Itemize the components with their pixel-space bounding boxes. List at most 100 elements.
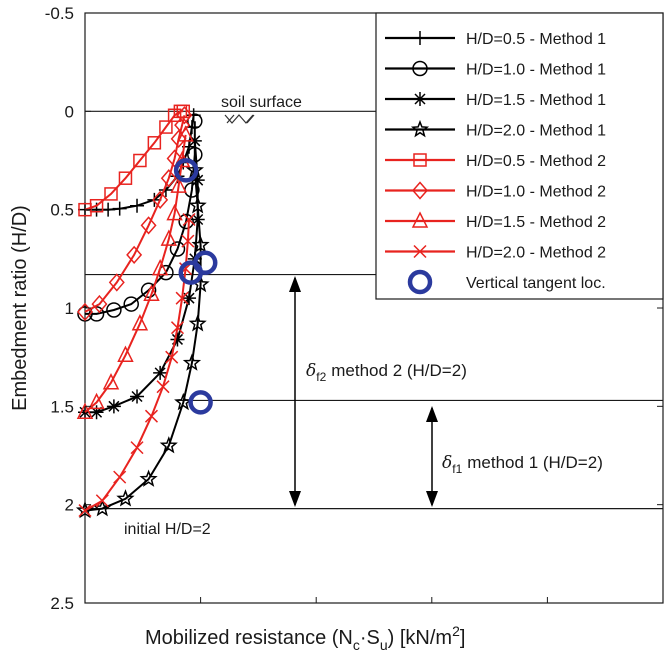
x-axis-ticks [84, 597, 664, 603]
legend-label: H/D=1.5 - Method 1 [466, 92, 606, 109]
delta-f2-arrowhead-top [289, 276, 301, 292]
data-point [143, 284, 160, 301]
legend-marker [412, 60, 428, 77]
legend-marker [411, 211, 429, 228]
data-point [117, 345, 134, 362]
legend-item: H/D=1.5 - Method 1 [385, 92, 606, 109]
data-point [151, 258, 169, 276]
soil-surface-symbol [224, 114, 255, 124]
legend-label: H/D=1.0 - Method 2 [466, 184, 606, 201]
legend-marker [413, 153, 427, 167]
y-tick-label: 0.5 [50, 201, 74, 220]
legend-item: H/D=1.0 - Method 2 [385, 181, 606, 201]
data-point [170, 176, 187, 193]
delta-f1-symbol: δ [442, 453, 452, 473]
data-point [182, 291, 197, 306]
delta-f1-subscript: f1 [452, 462, 462, 476]
data-point [159, 436, 178, 454]
data-point [175, 291, 189, 305]
vertical-tangent-point [192, 250, 218, 276]
data-point [78, 504, 92, 518]
data-point [178, 213, 194, 230]
data-point [113, 470, 127, 484]
x-axis-label: Mobilized resistance (Nc·Su) [kN/m2] [145, 623, 465, 653]
data-point [88, 392, 105, 410]
data-point [191, 235, 210, 253]
data-point [139, 469, 158, 487]
delta-f2-text: method 2 (H/D=2) [331, 361, 467, 380]
data-point [76, 402, 94, 419]
data-point [106, 399, 121, 414]
legend-marker [413, 31, 427, 45]
y-tick-label: 1 [65, 299, 74, 318]
data-point [102, 373, 120, 390]
data-point [106, 302, 122, 318]
legend-box [375, 12, 664, 300]
data-point [159, 120, 173, 134]
data-point [165, 350, 179, 364]
data-point [130, 389, 145, 404]
data-point [118, 171, 133, 185]
legend-label: H/D=0.5 - Method 2 [466, 153, 606, 170]
vertical-tangent-point [173, 158, 199, 183]
y-tick-label: 1.5 [50, 397, 74, 416]
data-point [147, 136, 162, 150]
series-7 [76, 125, 194, 419]
x-axis-label-dot: ·S [360, 627, 380, 649]
dimension-arrows [289, 276, 438, 507]
legend-item: H/D=1.5 - Method 2 [385, 211, 606, 231]
legend-item: H/D=2.0 - Method 2 [385, 245, 606, 262]
y-tick-label: 2.5 [50, 594, 74, 613]
legend-item: H/D=1.0 - Method 1 [385, 60, 606, 79]
data-point [166, 203, 183, 221]
legend-item: H/D=0.5 - Method 2 [385, 153, 606, 170]
legend-label: Vertical tangent loc. [466, 275, 606, 292]
delta-f1-label: δf1 method 1 (H/D=2) [442, 453, 603, 476]
data-point [133, 153, 147, 168]
data-point [91, 294, 108, 314]
data-point [160, 169, 177, 188]
x-axis-label-sub-u: u [380, 637, 388, 653]
soil-surface-label: soil surface [221, 94, 302, 111]
y-tick-label: -0.5 [45, 4, 74, 23]
x-axis-label-main: Mobilized resistance (N [145, 627, 353, 649]
data-point [101, 202, 116, 217]
data-point [190, 173, 205, 188]
delta-f1-text: method 1 (H/D=2) [467, 453, 603, 472]
data-point [170, 332, 185, 347]
series-layer [75, 104, 210, 519]
data-point [176, 106, 193, 125]
data-point [130, 441, 144, 455]
data-point [140, 282, 157, 299]
delta-f1-arrowhead-bottom [426, 491, 438, 507]
data-point [112, 201, 127, 216]
vertical-tangent-point [188, 390, 213, 415]
data-point [169, 241, 186, 257]
series-6 [77, 106, 193, 322]
legend-label: H/D=2.0 - Method 2 [466, 245, 606, 262]
data-point [182, 353, 202, 371]
data-point [170, 321, 185, 335]
series-line [84, 115, 186, 313]
data-point [177, 125, 194, 142]
legend-label: H/D=1.5 - Method 2 [466, 214, 606, 231]
data-point [140, 216, 157, 235]
x-axis-label-sup: 2 [452, 623, 460, 639]
y-tick-label: 2 [65, 496, 74, 515]
data-point [153, 365, 168, 380]
legend-item: H/D=2.0 - Method 1 [385, 119, 606, 140]
delta-f2-label: δf2 method 2 (H/D=2) [306, 361, 467, 384]
data-point [181, 234, 195, 248]
x-axis-label-close: ] [460, 627, 466, 649]
y-axis-ticks: -0.5 0 0.5 1 1.5 2 2.5 [45, 4, 663, 613]
legend: H/D=0.5 - Method 1 H/D=1.0 - Method 1 H/D=… [375, 12, 664, 300]
legend-item: H/D=0.5 - Method 1 [385, 31, 606, 48]
data-point [89, 198, 104, 213]
data-point [116, 489, 135, 507]
data-point [89, 405, 104, 420]
y-axis-label: Embedment ratio (H/D) [9, 205, 31, 411]
data-point [152, 190, 169, 209]
legend-label: H/D=2.0 - Method 1 [466, 123, 606, 140]
data-point [188, 196, 207, 214]
